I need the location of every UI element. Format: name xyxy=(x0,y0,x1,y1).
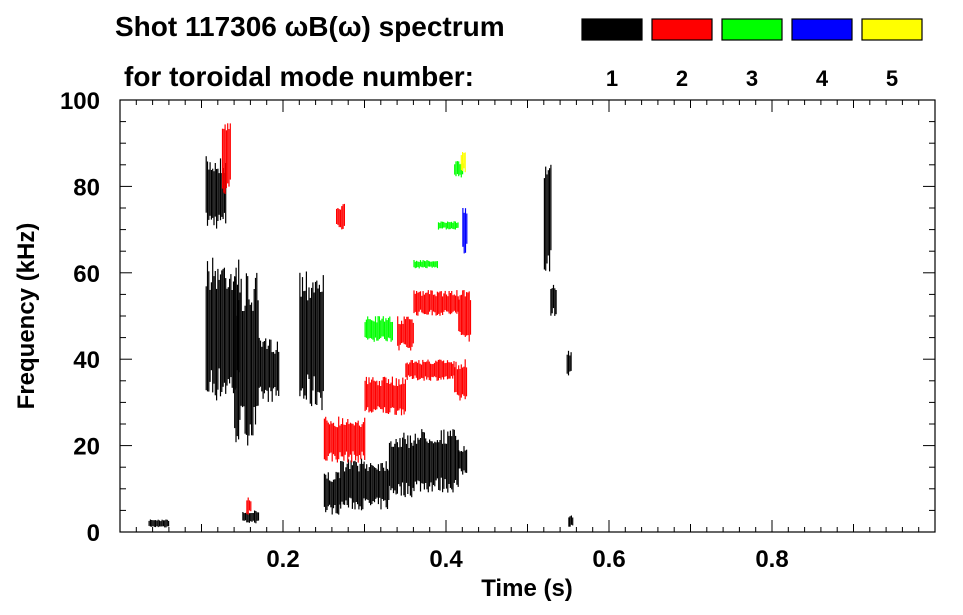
chart-title-line1: Shot 117306 ωB(ω) spectrum xyxy=(115,11,505,42)
axis-ticks xyxy=(119,99,936,533)
spectrum-region-mode1-3 xyxy=(258,337,280,402)
spectrum-region-mode1-12 xyxy=(566,350,572,376)
spectrum-marks xyxy=(148,123,574,528)
spectrum-region-mode1-15 xyxy=(148,519,170,528)
spectrum-region-mode1-8 xyxy=(413,429,459,493)
spectrum-region-mode2-21 xyxy=(397,316,414,351)
spectrum-region-mode2-20 xyxy=(454,359,468,401)
legend-swatch-5 xyxy=(861,18,923,41)
y-tick-label: 20 xyxy=(73,434,100,461)
x-tick-label: 0.8 xyxy=(755,546,788,573)
spectrum-region-mode2-25 xyxy=(246,497,252,515)
spectrum-region-mode1-2 xyxy=(234,272,259,446)
y-tick-label: 100 xyxy=(60,88,100,115)
spectrum-region-mode1-9 xyxy=(458,446,468,475)
spectrum-region-mode2-17 xyxy=(323,416,366,463)
y-tick-label: 40 xyxy=(73,347,100,374)
x-tick-label: 0.6 xyxy=(592,546,625,573)
legend: 1 2 3 4 5 xyxy=(581,18,923,91)
spectrum-region-mode1-0 xyxy=(205,156,227,229)
chart-title-line2: for toroidal mode number: xyxy=(124,61,474,92)
legend-swatch-2 xyxy=(651,18,713,41)
y-tick-label: 0 xyxy=(87,520,100,547)
spectrum-region-mode1-14 xyxy=(242,510,260,524)
y-axis-label: Frequency (kHz) xyxy=(13,223,40,410)
spectrum-region-mode4-30 xyxy=(462,208,468,254)
spectrum-region-mode1-6 xyxy=(340,458,390,511)
x-axis-label: Time (s) xyxy=(481,575,573,602)
legend-label-4: 4 xyxy=(816,66,829,91)
legend-label-3: 3 xyxy=(746,66,758,91)
spectrum-region-mode3-28 xyxy=(413,260,438,269)
spectrum-region-mode1-10 xyxy=(543,164,552,272)
spectrum-region-mode2-24 xyxy=(336,203,345,230)
x-tick-label: 0.2 xyxy=(266,546,299,573)
y-tick-label: 60 xyxy=(73,261,100,288)
legend-label-5: 5 xyxy=(886,66,898,91)
spectrum-region-mode2-23 xyxy=(458,290,472,342)
spectrum-region-mode2-22 xyxy=(413,290,459,316)
legend-swatch-3 xyxy=(721,18,783,41)
spectrum-region-mode3-27 xyxy=(437,221,459,230)
spectrum-region-mode3-26 xyxy=(364,316,393,342)
x-tick-label: 0.4 xyxy=(429,546,463,573)
legend-label-1: 1 xyxy=(606,66,618,91)
spectrum-region-mode5-31 xyxy=(460,152,466,173)
spectrum-region-mode1-5 xyxy=(323,471,341,515)
legend-swatch-4 xyxy=(791,18,853,41)
spectrum-region-mode2-18 xyxy=(364,376,406,416)
spectrum-region-mode2-16 xyxy=(221,123,231,194)
spectrum-region-mode1-7 xyxy=(388,432,414,498)
spectrum-region-mode1-4 xyxy=(299,271,324,411)
legend-swatch-1 xyxy=(581,18,643,41)
spectrum-region-mode1-11 xyxy=(550,284,557,316)
y-tick-labels: 0 20 40 60 80 100 xyxy=(60,88,100,547)
legend-label-2: 2 xyxy=(676,66,688,91)
spectrum-region-mode2-19 xyxy=(405,359,455,381)
y-tick-label: 80 xyxy=(73,174,100,201)
x-tick-labels: 0.2 0.4 0.6 0.8 xyxy=(266,546,788,573)
spectrum-region-mode1-13 xyxy=(568,515,574,527)
